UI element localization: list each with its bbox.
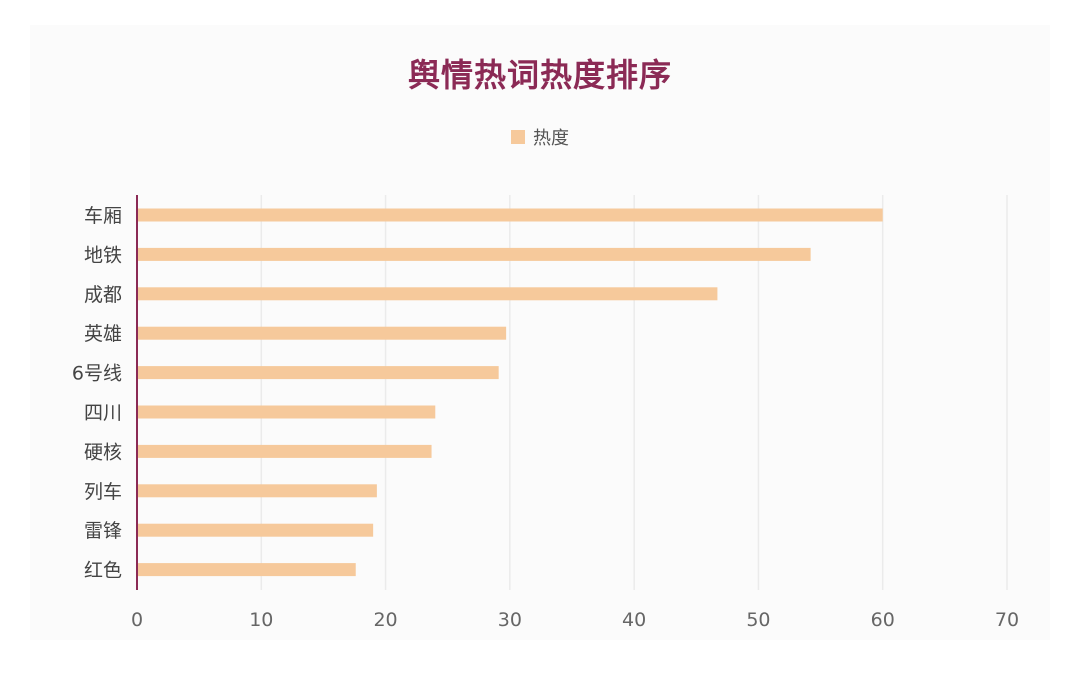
x-tick-label: 30 [498, 609, 522, 631]
category-label: 地铁 [84, 244, 122, 266]
bar [137, 366, 499, 380]
category-label: 硬核 [84, 441, 122, 463]
x-tick-label: 70 [995, 609, 1019, 631]
bar [137, 484, 377, 498]
bar [137, 287, 718, 301]
x-tick-label: 10 [249, 609, 273, 631]
bar [137, 523, 374, 537]
bar [137, 208, 883, 222]
bar [137, 405, 436, 419]
category-label: 成都 [84, 284, 122, 306]
category-label: 车厢 [84, 205, 122, 227]
x-tick-label: 50 [746, 609, 770, 631]
bar [137, 326, 507, 340]
category-label: 列车 [84, 481, 122, 503]
x-tick-label: 40 [622, 609, 646, 631]
x-axis-ticks: 0 10 20 30 40 50 60 70 [131, 609, 1019, 631]
bar [137, 444, 432, 458]
category-label: 6号线 [72, 363, 122, 385]
x-tick-label: 20 [373, 609, 397, 631]
legend-label: 热度 [533, 128, 569, 149]
x-tick-label: 0 [131, 609, 143, 631]
legend-swatch [511, 130, 525, 144]
bar [137, 563, 356, 577]
category-label: 英雄 [84, 323, 122, 345]
bar [137, 247, 811, 261]
bars [137, 208, 883, 577]
legend: 热度 [0, 124, 1080, 150]
category-label: 四川 [84, 402, 122, 424]
category-label: 雷锋 [84, 520, 122, 542]
x-tick-label: 60 [871, 609, 895, 631]
chart-title: 舆情热词热度排序 [407, 56, 672, 94]
category-label: 红色 [84, 560, 122, 582]
